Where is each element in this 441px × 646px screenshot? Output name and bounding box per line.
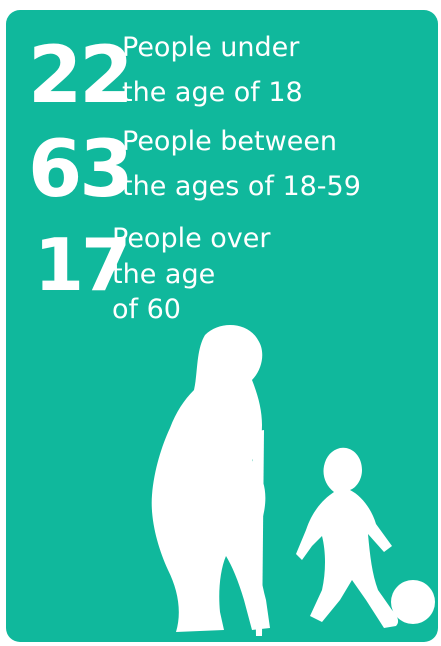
cane (252, 430, 264, 636)
stat-label-line: the ages of 18-59 (122, 171, 361, 202)
stat-label-line: People under (122, 32, 300, 63)
stat-number: 22 (28, 31, 131, 121)
stat-label-line: the age (112, 259, 215, 290)
silhouettes (151, 324, 435, 636)
stat-label-line: of 60 (112, 294, 181, 325)
stat-label-line: the age of 18 (122, 77, 303, 108)
child-silhouette (296, 447, 399, 628)
stat-label-line: People over (112, 223, 271, 254)
ball (391, 580, 435, 624)
stat-number: 17 (34, 223, 128, 307)
stat-number: 63 (28, 125, 131, 215)
elderly-woman-silhouette (151, 324, 270, 632)
stat-label-line: People between (122, 126, 337, 157)
